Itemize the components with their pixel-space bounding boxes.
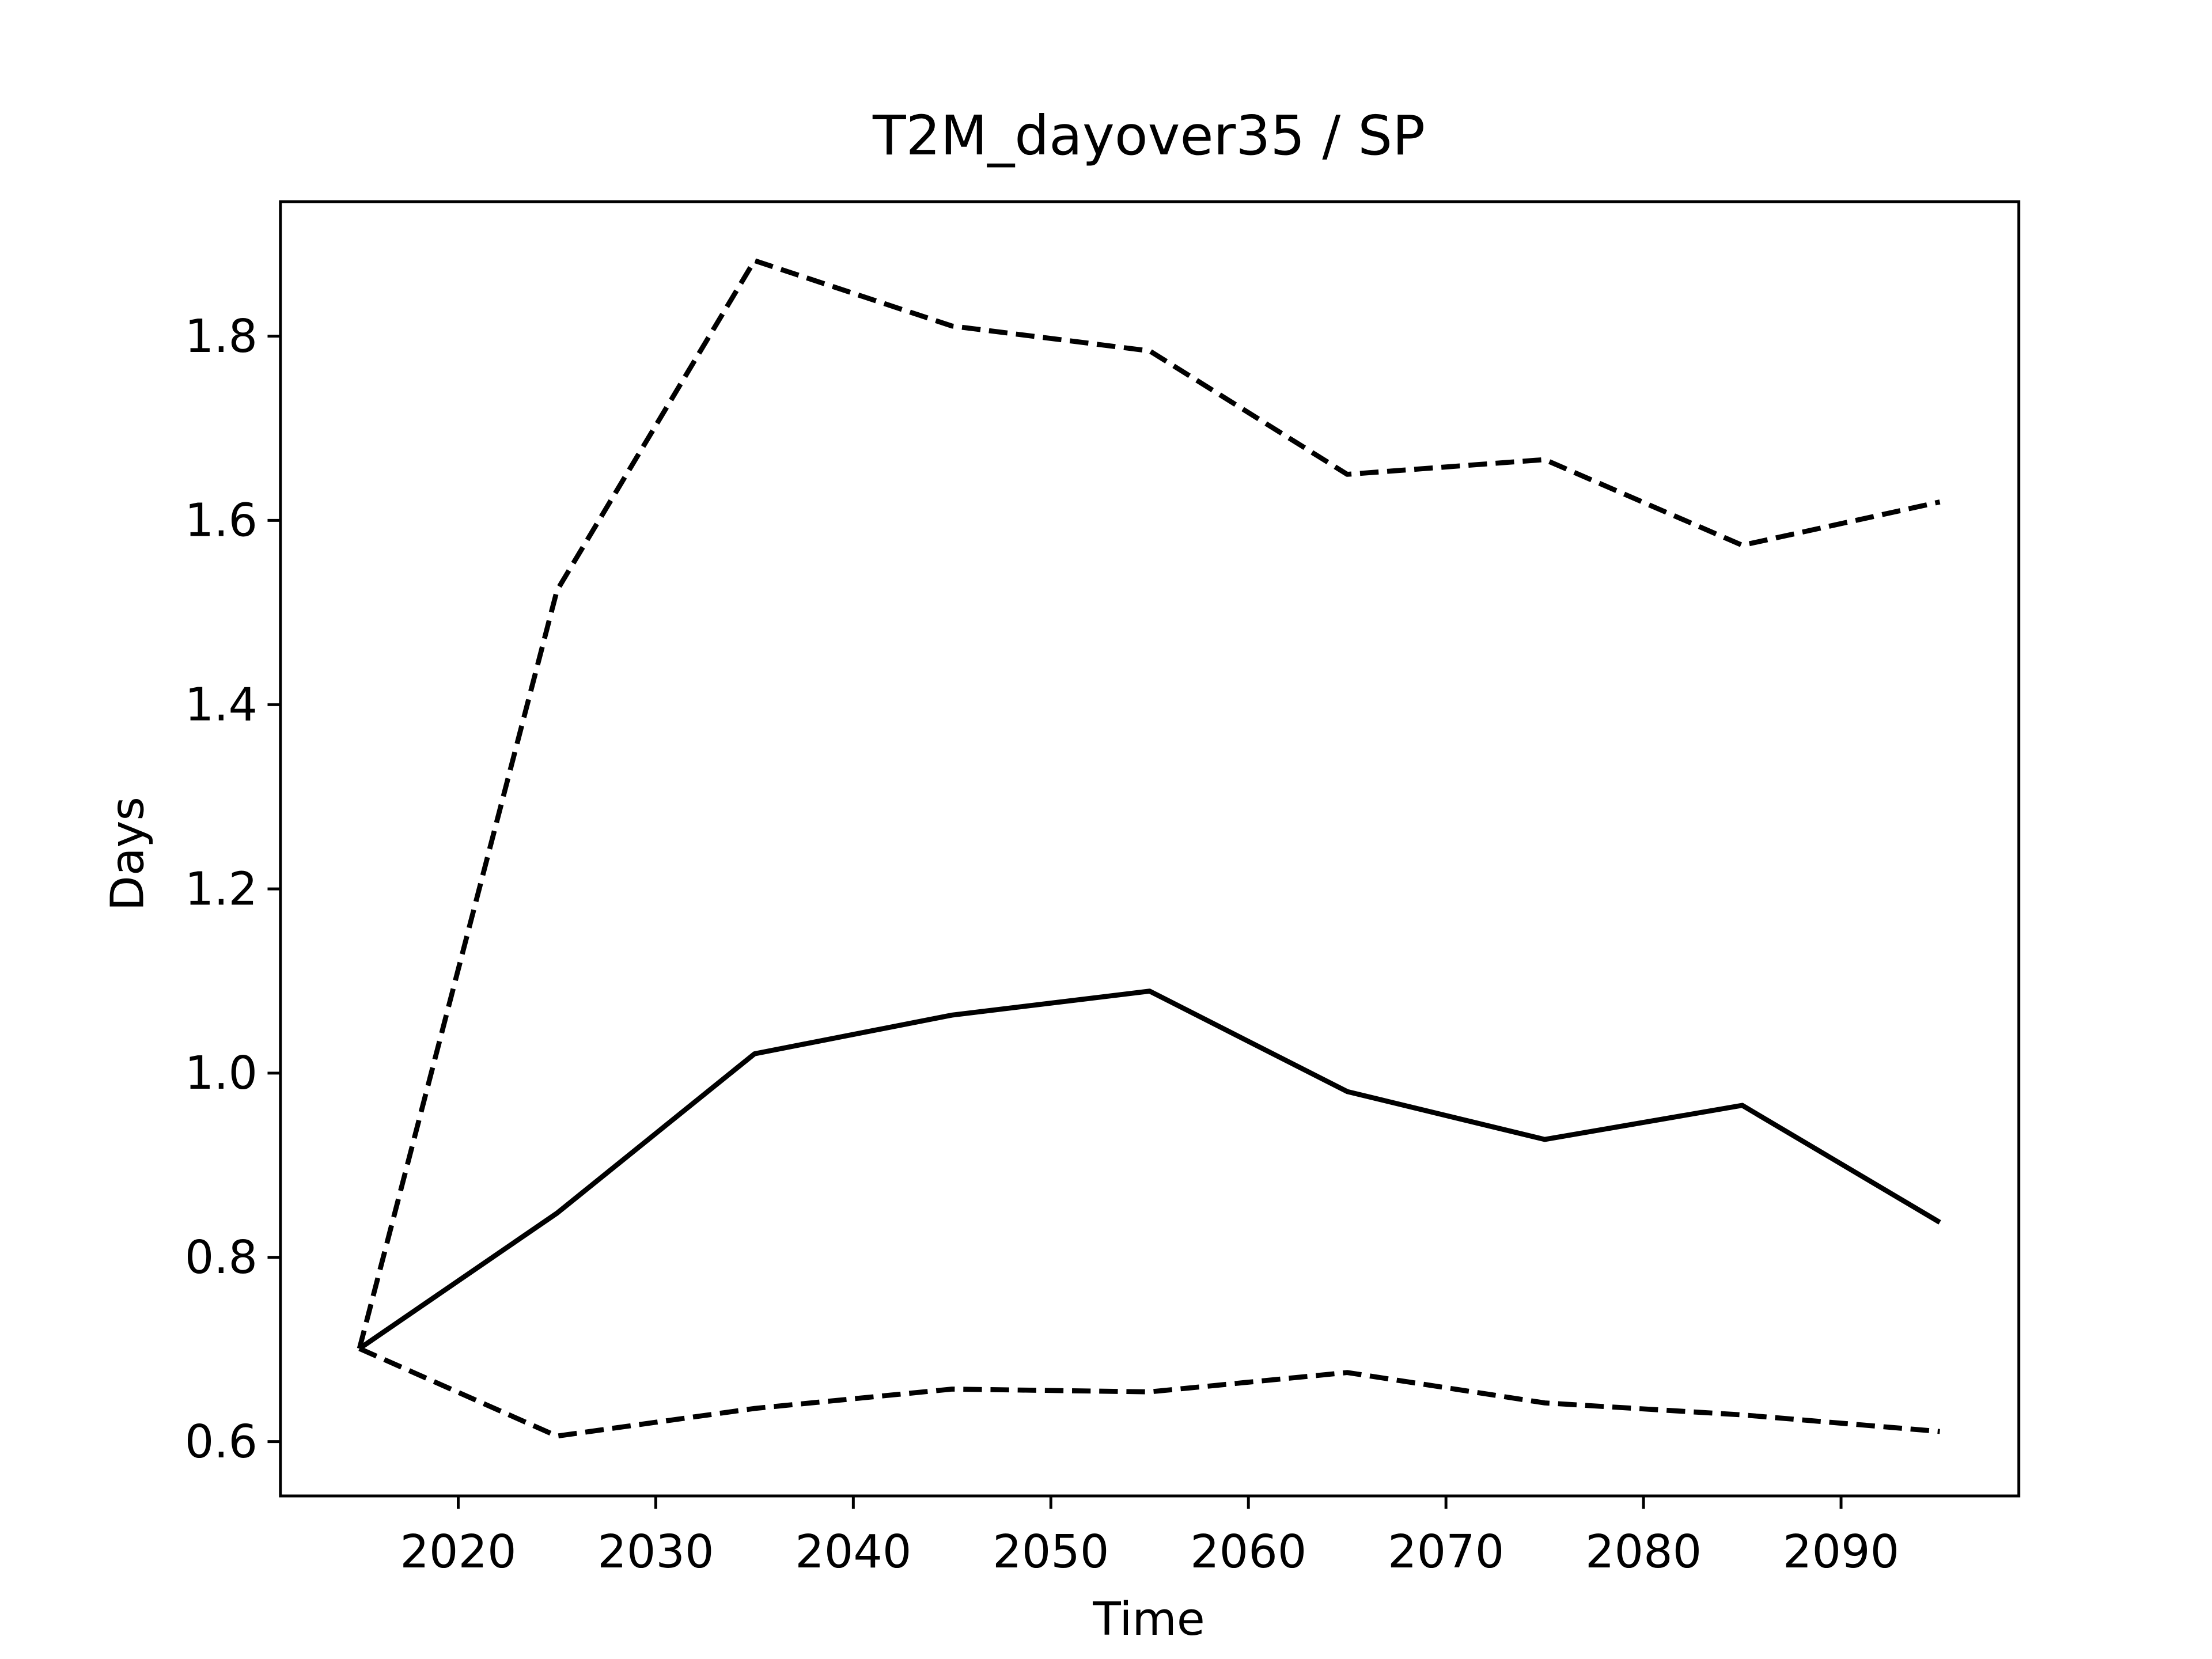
- x-tick-label: 2040: [795, 1525, 911, 1578]
- series-line: [357, 258, 1941, 1350]
- y-axis-label: Days: [100, 797, 154, 911]
- y-tick-label: 1.6: [185, 494, 257, 547]
- y-tick-label: 1.4: [185, 678, 257, 732]
- y-tick-label: 1.0: [185, 1046, 257, 1100]
- y-tick-label: 1.2: [185, 862, 257, 915]
- x-axis-label: Time: [1092, 1592, 1205, 1646]
- x-tick-label: 2020: [400, 1525, 516, 1578]
- series-line: [358, 1346, 1940, 1439]
- y-tick-label: 0.8: [185, 1230, 257, 1284]
- x-tick-label: 2080: [1585, 1525, 1702, 1578]
- axes-frame: [279, 200, 2021, 1498]
- x-tick-label: 2060: [1190, 1525, 1306, 1578]
- x-tick-label: 2090: [1783, 1525, 1899, 1578]
- chart-title: T2M_dayover35 / SP: [872, 104, 1425, 168]
- series-line: [358, 988, 1941, 1351]
- x-tick-label: 2050: [993, 1525, 1109, 1578]
- y-tick-label: 1.8: [185, 309, 257, 363]
- plot-area: [357, 258, 1941, 1439]
- x-tick-label: 2030: [597, 1525, 714, 1578]
- y-tick-label: 0.6: [185, 1415, 257, 1468]
- x-tick-label: 2070: [1388, 1525, 1504, 1578]
